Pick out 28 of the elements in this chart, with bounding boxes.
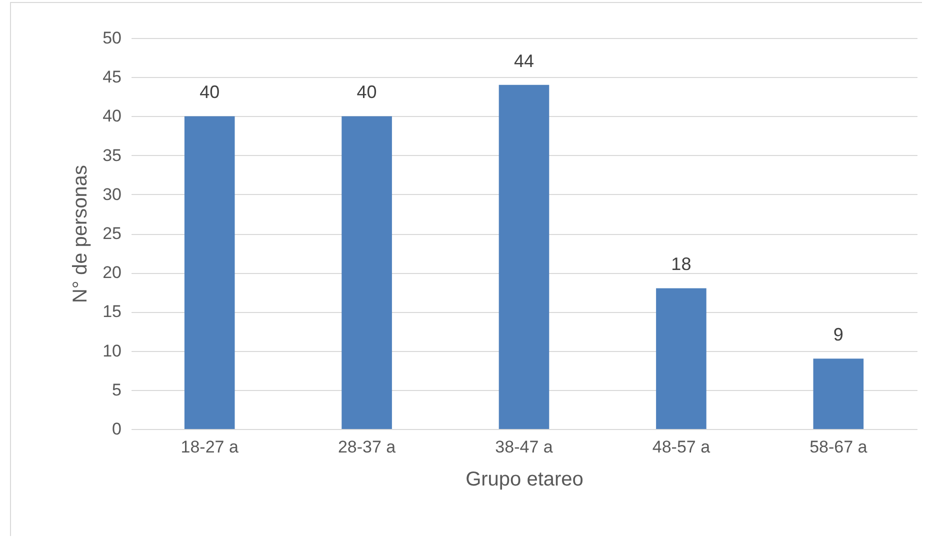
bar xyxy=(342,116,392,429)
bar xyxy=(184,116,235,429)
y-axis-title: N° de personas xyxy=(70,164,92,304)
x-tick-label: 28-37 a xyxy=(338,438,396,456)
y-tick-label: 25 xyxy=(102,224,122,243)
y-tick-label: 50 xyxy=(102,28,122,48)
bar xyxy=(498,84,550,429)
x-axis-title: Grupo etareo xyxy=(466,468,584,490)
bar xyxy=(813,358,864,429)
y-tick-label: 30 xyxy=(102,184,122,204)
y-tick-label: 15 xyxy=(102,302,122,322)
data-label: 44 xyxy=(514,50,534,71)
y-tick-label: 10 xyxy=(102,341,122,360)
y-tick-label: 0 xyxy=(112,420,122,438)
bar xyxy=(656,288,706,429)
y-tick-label: 35 xyxy=(102,146,122,165)
x-tick-label: 48-57 a xyxy=(652,438,711,456)
data-label: 40 xyxy=(356,82,377,102)
data-label: 18 xyxy=(671,254,692,274)
x-tick-label: 38-47 a xyxy=(495,438,554,456)
y-tick-label: 45 xyxy=(102,68,122,87)
y-tick-label: 20 xyxy=(102,263,122,282)
data-label: 9 xyxy=(833,324,844,345)
data-label: 40 xyxy=(200,82,220,102)
x-tick-label: 18-27 a xyxy=(180,438,239,456)
x-tick-label: 58-67 a xyxy=(810,438,868,456)
y-tick-label: 5 xyxy=(112,380,122,400)
y-tick-label: 40 xyxy=(102,106,122,126)
